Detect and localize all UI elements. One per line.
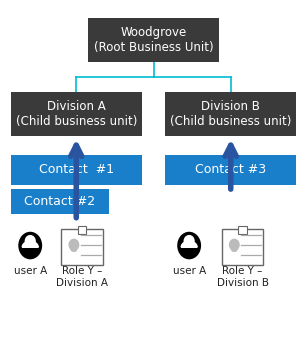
FancyBboxPatch shape — [11, 92, 142, 136]
Circle shape — [230, 239, 239, 250]
FancyBboxPatch shape — [61, 229, 103, 265]
FancyBboxPatch shape — [165, 155, 296, 185]
FancyBboxPatch shape — [88, 18, 219, 62]
Text: Contact #3: Contact #3 — [195, 164, 266, 176]
Text: Role Y –
Division A: Role Y – Division A — [56, 266, 108, 288]
Polygon shape — [22, 241, 38, 247]
Text: user A: user A — [173, 266, 206, 276]
Text: Division B
(Child business unit): Division B (Child business unit) — [170, 100, 291, 129]
Text: Woodgrove
(Root Business Unit): Woodgrove (Root Business Unit) — [94, 26, 213, 54]
Text: Contact  #1: Contact #1 — [39, 164, 114, 176]
Text: Contact #2: Contact #2 — [24, 195, 95, 208]
Text: Division A
(Child business unit): Division A (Child business unit) — [16, 100, 137, 129]
Ellipse shape — [71, 247, 77, 252]
FancyBboxPatch shape — [222, 229, 263, 265]
FancyBboxPatch shape — [239, 226, 247, 234]
Circle shape — [176, 230, 203, 261]
FancyBboxPatch shape — [11, 189, 109, 214]
Text: user A: user A — [14, 266, 47, 276]
Ellipse shape — [231, 247, 238, 252]
Polygon shape — [181, 241, 197, 247]
Circle shape — [17, 230, 44, 261]
Circle shape — [25, 236, 35, 247]
Circle shape — [184, 236, 194, 247]
Circle shape — [69, 239, 79, 250]
FancyBboxPatch shape — [11, 155, 142, 185]
Text: Role Y –
Division B: Role Y – Division B — [217, 266, 269, 288]
FancyBboxPatch shape — [165, 92, 296, 136]
FancyBboxPatch shape — [78, 226, 86, 234]
